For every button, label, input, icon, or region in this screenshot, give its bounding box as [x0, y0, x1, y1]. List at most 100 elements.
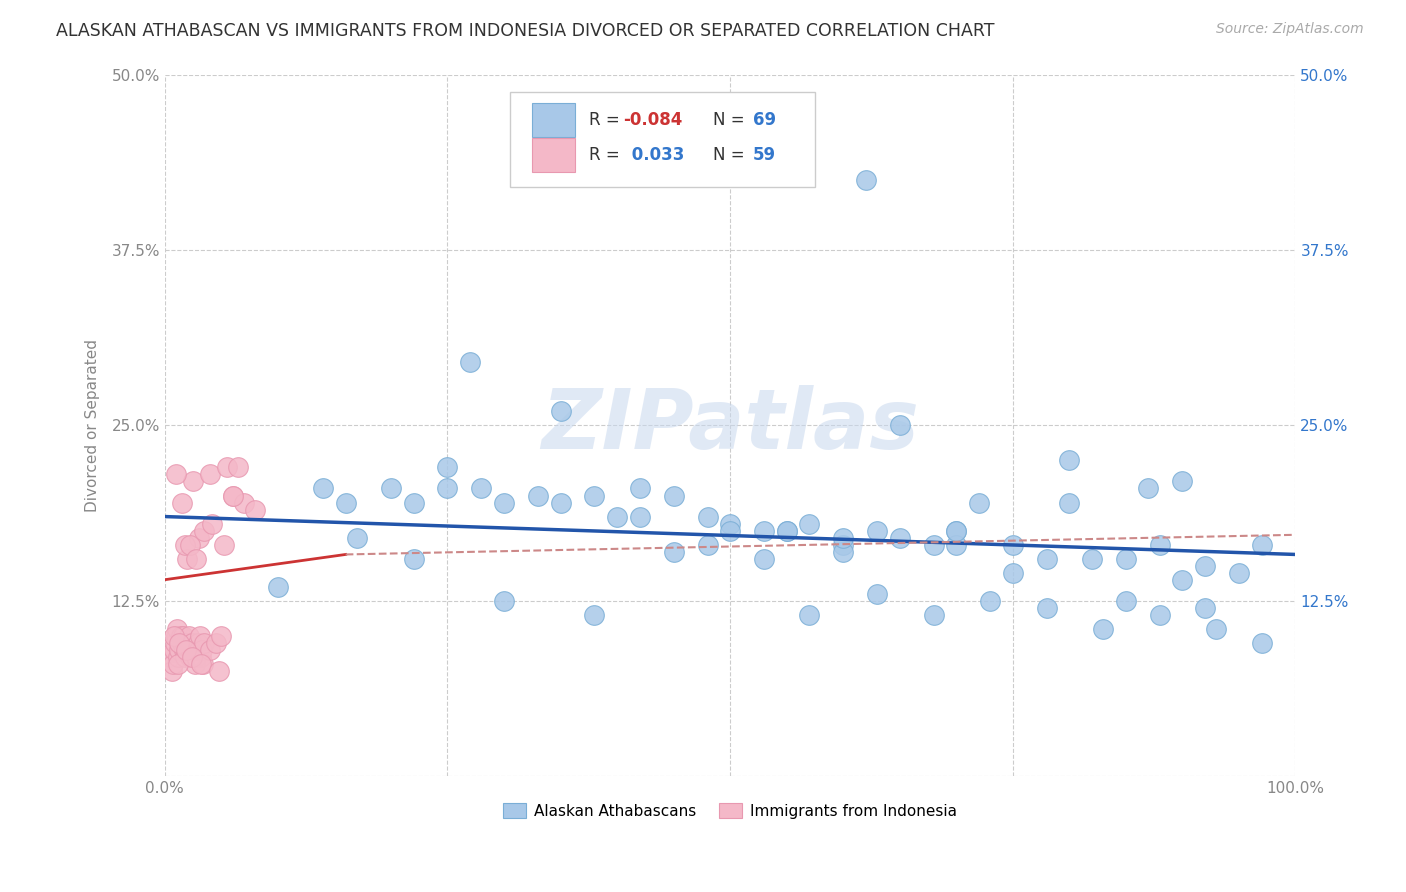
Point: [169, 629, 191, 643]
Point: [550, 495, 572, 509]
Point: [174, 649, 197, 664]
Point: [458, 355, 481, 369]
Point: [187, 531, 209, 545]
Point: [1115, 551, 1137, 566]
Text: Source: ZipAtlas.com: Source: ZipAtlas.com: [1216, 22, 1364, 37]
Point: [191, 643, 214, 657]
Point: [492, 593, 515, 607]
Point: [1194, 600, 1216, 615]
Point: [628, 482, 651, 496]
Point: [718, 524, 741, 538]
Point: [662, 544, 685, 558]
Point: [696, 538, 718, 552]
Point: [267, 580, 290, 594]
Point: [209, 629, 232, 643]
Point: [832, 531, 855, 545]
Point: [922, 607, 945, 622]
Point: [922, 538, 945, 552]
Legend: Alaskan Athabascans, Immigrants from Indonesia: Alaskan Athabascans, Immigrants from Ind…: [498, 797, 963, 825]
Point: [163, 643, 186, 657]
Point: [380, 482, 402, 496]
Point: [177, 629, 200, 643]
Point: [172, 629, 194, 643]
Point: [1059, 495, 1081, 509]
Point: [832, 538, 855, 552]
Point: [470, 482, 492, 496]
Point: [208, 664, 231, 678]
Point: [186, 551, 208, 566]
Point: [179, 538, 201, 552]
FancyBboxPatch shape: [509, 92, 815, 186]
Point: [187, 643, 209, 657]
Point: [181, 475, 204, 489]
Point: [945, 538, 967, 552]
Point: [799, 607, 821, 622]
Point: [193, 657, 215, 671]
FancyBboxPatch shape: [533, 138, 575, 172]
Point: [1171, 573, 1194, 587]
Point: [198, 467, 221, 482]
Point: [245, 502, 267, 516]
Point: [1149, 607, 1171, 622]
Text: N =: N =: [713, 112, 745, 129]
Text: R =: R =: [589, 112, 624, 129]
Point: [169, 643, 191, 657]
Point: [167, 657, 190, 671]
Point: [696, 509, 718, 524]
Point: [181, 649, 204, 664]
Point: [799, 516, 821, 531]
Point: [889, 418, 911, 433]
Point: [190, 649, 212, 664]
Point: [527, 489, 550, 503]
Point: [436, 460, 458, 475]
Point: [174, 643, 197, 657]
Point: [1059, 453, 1081, 467]
Point: [606, 509, 628, 524]
Point: [176, 551, 198, 566]
Point: [169, 636, 191, 650]
Text: ALASKAN ATHABASCAN VS IMMIGRANTS FROM INDONESIA DIVORCED OR SEPARATED CORRELATIO: ALASKAN ATHABASCAN VS IMMIGRANTS FROM IN…: [56, 22, 994, 40]
Point: [170, 495, 193, 509]
Point: [492, 495, 515, 509]
Point: [163, 629, 186, 643]
Point: [174, 636, 197, 650]
Point: [312, 482, 335, 496]
Point: [193, 524, 215, 538]
Point: [866, 524, 889, 538]
Y-axis label: Divorced or Separated: Divorced or Separated: [86, 339, 100, 512]
Point: [170, 636, 193, 650]
Point: [979, 593, 1001, 607]
FancyBboxPatch shape: [533, 103, 575, 137]
Point: [1227, 566, 1250, 580]
Point: [160, 664, 183, 678]
Point: [221, 489, 243, 503]
Point: [1205, 622, 1227, 636]
Point: [190, 657, 212, 671]
Point: [174, 538, 197, 552]
Point: [1035, 551, 1057, 566]
Text: N =: N =: [713, 146, 745, 164]
Point: [212, 538, 235, 552]
Point: [1137, 482, 1160, 496]
Point: [165, 467, 187, 482]
Point: [159, 649, 181, 664]
Point: [775, 524, 797, 538]
Point: [1250, 538, 1272, 552]
Point: [162, 657, 184, 671]
Point: [1171, 475, 1194, 489]
Point: [183, 643, 205, 657]
Point: [1001, 566, 1024, 580]
Point: [1194, 558, 1216, 573]
Point: [163, 636, 186, 650]
Point: [180, 643, 202, 657]
Text: -0.084: -0.084: [623, 112, 682, 129]
Point: [889, 531, 911, 545]
Point: [775, 524, 797, 538]
Point: [186, 649, 208, 664]
Point: [176, 643, 198, 657]
Point: [187, 636, 209, 650]
Point: [752, 524, 775, 538]
Point: [335, 495, 357, 509]
Point: [1081, 551, 1104, 566]
Point: [1035, 600, 1057, 615]
